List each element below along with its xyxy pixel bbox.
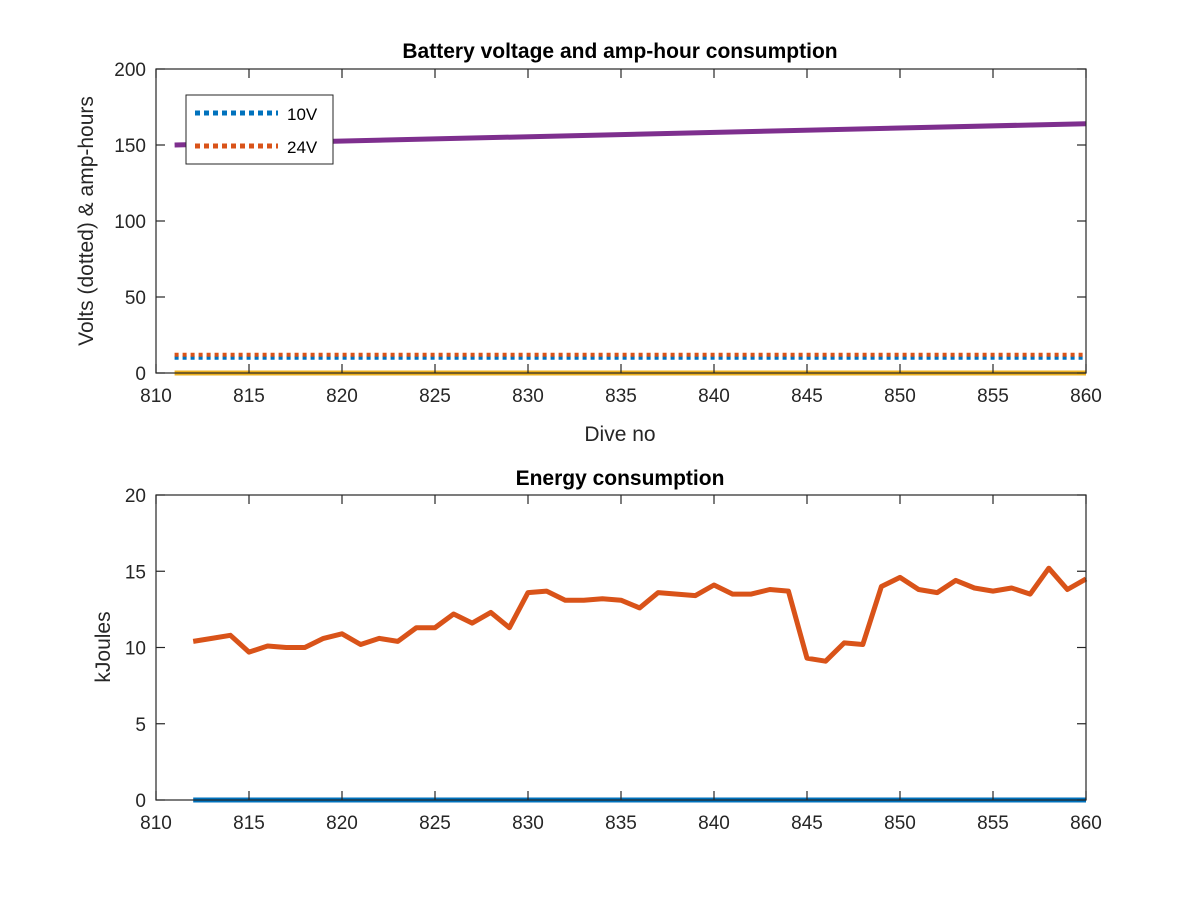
- energy-x-tick-label: 830: [512, 813, 544, 834]
- voltage-legend: 10V 24V: [185, 94, 334, 165]
- energy-title: Energy consumption: [516, 467, 725, 490]
- voltage-amphour-title: Battery voltage and amp-hour consumption: [402, 40, 837, 63]
- voltage-amphour-x-tick-label: 820: [326, 386, 358, 407]
- voltage-amphour-x-tick-label: 855: [977, 386, 1009, 407]
- energy-axes-box: [155, 494, 1087, 801]
- energy-y-tick-label: 10: [125, 639, 146, 660]
- energy-x-tick-label: 860: [1070, 813, 1102, 834]
- energy-plot-area: [192, 565, 1088, 803]
- voltage-amphour-x-tick-label: 860: [1070, 386, 1102, 407]
- voltage-amphour-x-axis-label: Dive no: [584, 423, 655, 446]
- voltage-amphour-x-tick-label: 815: [233, 386, 265, 407]
- legend-label-10v: 10V: [287, 105, 318, 124]
- voltage-amphour-x-tick-label: 835: [605, 386, 637, 407]
- energy-axes: Energy consumption kJoules 810 815 820 825 8…: [92, 467, 1102, 834]
- energy-y-tick-label: 5: [135, 715, 146, 736]
- voltage-amphour-y-tick-label: 50: [125, 288, 146, 309]
- voltage-amphour-y-tick-label: 0: [135, 364, 146, 385]
- voltage-amphour-x-tick-label: 845: [791, 386, 823, 407]
- energy-x-tick-label: 840: [698, 813, 730, 834]
- energy-y-axis-label: kJoules: [92, 611, 115, 682]
- energy-x-tick-label: 820: [326, 813, 358, 834]
- energy-x-tick-label: 855: [977, 813, 1009, 834]
- voltage-amphour-x-tick-label: 850: [884, 386, 916, 407]
- energy-x-tick-label: 850: [884, 813, 916, 834]
- voltage-amphour-axes: Battery voltage and amp-hour consumption…: [75, 40, 1102, 446]
- voltage-amphour-y-tick-label: 200: [114, 60, 146, 81]
- energy-x-tick-label: 810: [140, 813, 172, 834]
- voltage-amphour-y-tick-label: 100: [114, 212, 146, 233]
- voltage-amphour-ticks: 810 815 820 825 830 835 840 845 850 855 860 0 50 100 1…: [114, 60, 1102, 407]
- voltage-amphour-axes-box: [155, 68, 1087, 374]
- energy-x-tick-label: 845: [791, 813, 823, 834]
- energy-x-tick-label: 825: [419, 813, 451, 834]
- energy-x-tick-label: 835: [605, 813, 637, 834]
- voltage-legend-box: [185, 94, 334, 165]
- voltage-amphour-y-tick-label: 150: [114, 136, 146, 157]
- voltage-amphour-x-tick-label: 840: [698, 386, 730, 407]
- energy-x-tick-label: 815: [233, 813, 265, 834]
- energy-y-tick-label: 0: [135, 791, 146, 812]
- voltage-amphour-x-tick-label: 810: [140, 386, 172, 407]
- voltage-amphour-x-tick-label: 825: [419, 386, 451, 407]
- legend-label-24v: 24V: [287, 138, 318, 157]
- voltage-amphour-y-axis-label: Volts (dotted) & amp-hours: [75, 96, 98, 346]
- energy-ticks: 810 815 820 825 830 835 840 845 850 855 860 0 5 10 15 2…: [125, 486, 1102, 834]
- energy-series-line-1: [192, 565, 1088, 664]
- energy-y-tick-label: 20: [125, 486, 146, 507]
- voltage-amphour-x-tick-label: 830: [512, 386, 544, 407]
- energy-y-tick-label: 15: [125, 562, 146, 583]
